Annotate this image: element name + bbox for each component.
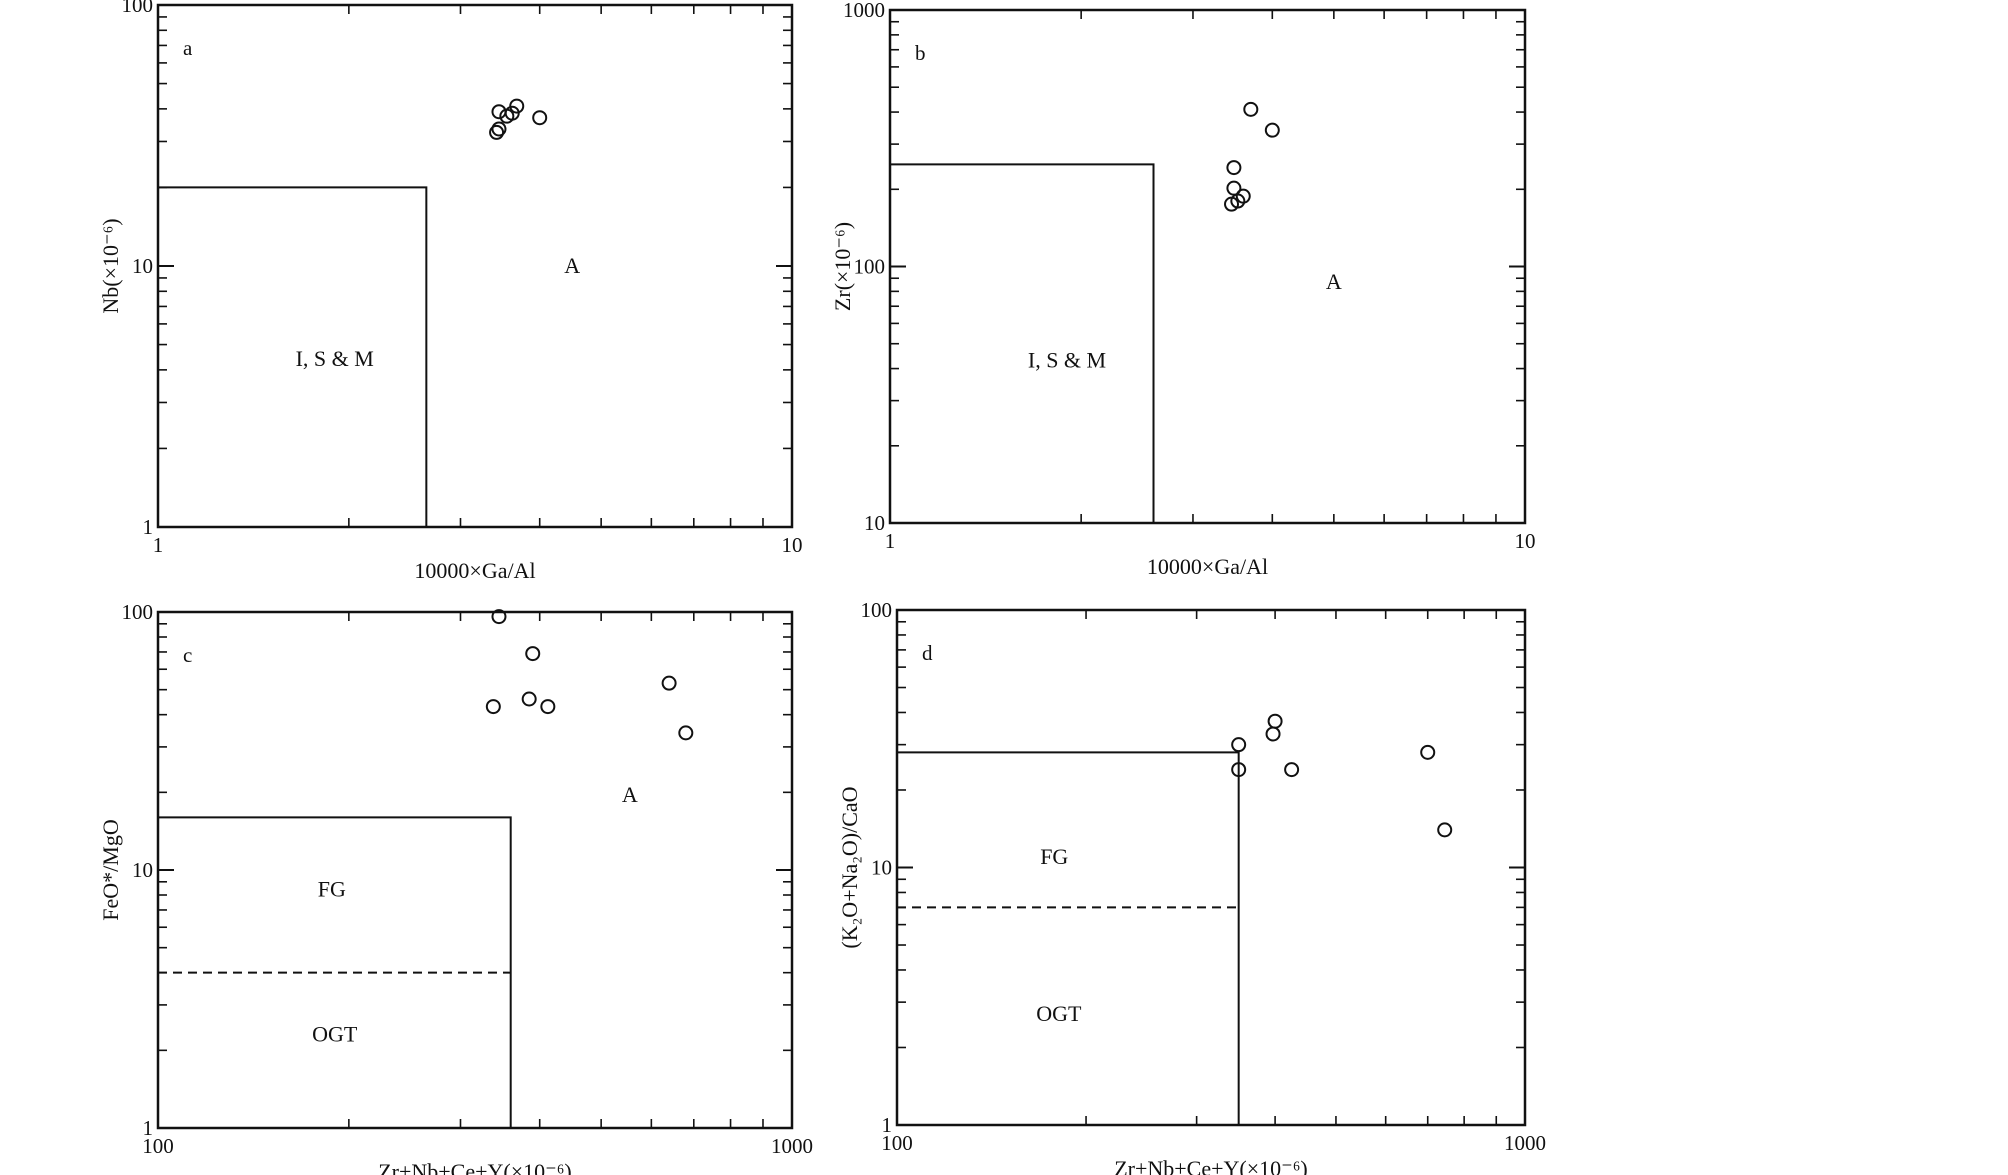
field-label: A [564, 253, 580, 278]
panel-letter: d [922, 641, 933, 665]
y-axis-label: (K₂O+Na₂O)/CaO [837, 786, 862, 948]
data-point [1265, 726, 1281, 742]
x-axis-label: 10000×Ga/Al [1147, 554, 1268, 579]
plot-frame [156, 610, 794, 1130]
data-point [1284, 762, 1300, 778]
data-point [485, 699, 501, 715]
panel-a: 1 10 1 10 100 10000×Ga/Al Nb(×10⁻⁶) a I, S & M A [98, 0, 803, 583]
y-axis-label: Nb(×10⁻⁶) [98, 218, 123, 313]
data-point [1231, 762, 1247, 778]
panel-d: 100 1000 1 10 100 Zr+Nb+Ce+Y(×10⁻⁶) (K₂O+Na₂O)… [837, 598, 1546, 1175]
y-axis-label: FeO*/MgO [98, 819, 123, 920]
x-tick-label: 100 [881, 1131, 913, 1155]
field-label: I, S & M [296, 346, 374, 371]
plot-frame [156, 3, 794, 529]
data-point [1264, 122, 1280, 138]
field-boundary-line [158, 816, 512, 1128]
data-point [532, 110, 548, 126]
y-tick-label: 100 [854, 255, 886, 279]
field-label: I, S & M [1028, 348, 1106, 373]
y-tick-label: 1 [143, 515, 154, 539]
y-tick-label: 100 [122, 0, 154, 17]
x-tick-label: 10 [1515, 529, 1536, 553]
plot-frame [895, 608, 1527, 1127]
x-tick-label: 1000 [771, 1134, 813, 1158]
x-axis-label: Zr+Nb+Ce+Y(×10⁻⁶) [1114, 1156, 1308, 1175]
panel-c: 100 1000 1 10 100 Zr+Nb+Ce+Y(×10⁻⁶) FeO*/MgO c F… [98, 600, 813, 1175]
y-tick-label: 1000 [843, 0, 885, 22]
data-point [540, 699, 556, 715]
y-tick-label: 10 [132, 858, 153, 882]
data-point [1226, 160, 1242, 176]
panel-letter: b [915, 41, 926, 65]
field-label: A [1326, 269, 1342, 294]
y-tick-label: 1 [882, 1113, 893, 1137]
y-tick-label: 10 [871, 856, 892, 880]
x-axis-label: 10000×Ga/Al [414, 558, 535, 583]
y-tick-label: 100 [861, 598, 893, 622]
data-point [1267, 713, 1283, 729]
data-point [521, 691, 537, 707]
y-axis-label: Zr(×10⁻⁶) [830, 222, 855, 311]
data-point [509, 98, 525, 114]
data-point [661, 675, 677, 691]
x-tick-label: 10 [782, 533, 803, 557]
field-boundary-line [897, 751, 1240, 1125]
data-point [1243, 101, 1259, 117]
x-tick-label: 1 [885, 529, 896, 553]
data-point [489, 124, 505, 140]
data-point [525, 646, 541, 662]
y-tick-label: 1 [143, 1116, 154, 1140]
data-point [491, 121, 507, 137]
data-point [1224, 196, 1240, 212]
y-tick-label: 10 [132, 254, 153, 278]
x-tick-label: 100 [142, 1134, 174, 1158]
field-label: FG [318, 877, 346, 902]
field-label: OGT [312, 1022, 358, 1047]
plot-frame [888, 8, 1527, 525]
data-point [491, 609, 507, 625]
y-tick-label: 10 [864, 511, 885, 535]
x-tick-label: 1 [153, 533, 164, 557]
field-label: OGT [1036, 1001, 1082, 1026]
data-point [1231, 737, 1247, 753]
data-point [678, 725, 694, 741]
x-tick-label: 1000 [1504, 1131, 1546, 1155]
panel-letter: a [183, 36, 193, 60]
panel-letter: c [183, 643, 192, 667]
field-boundary-line [158, 186, 428, 527]
data-point [1420, 744, 1436, 760]
field-label: A [622, 782, 638, 807]
y-tick-label: 100 [122, 600, 154, 624]
x-axis-label: Zr+Nb+Ce+Y(×10⁻⁶) [378, 1159, 572, 1175]
field-label: FG [1040, 844, 1068, 869]
data-point [1437, 822, 1453, 838]
field-boundary-line [890, 163, 1155, 523]
